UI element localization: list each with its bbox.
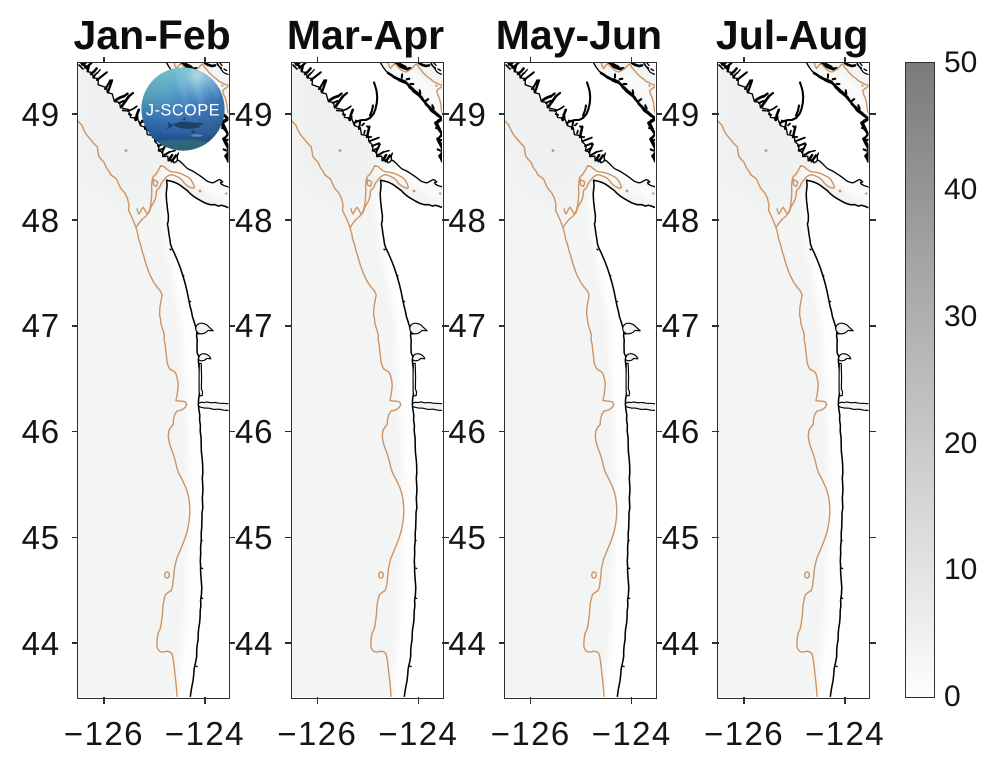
svg-text:J-SCOPE: J-SCOPE: [145, 102, 219, 120]
